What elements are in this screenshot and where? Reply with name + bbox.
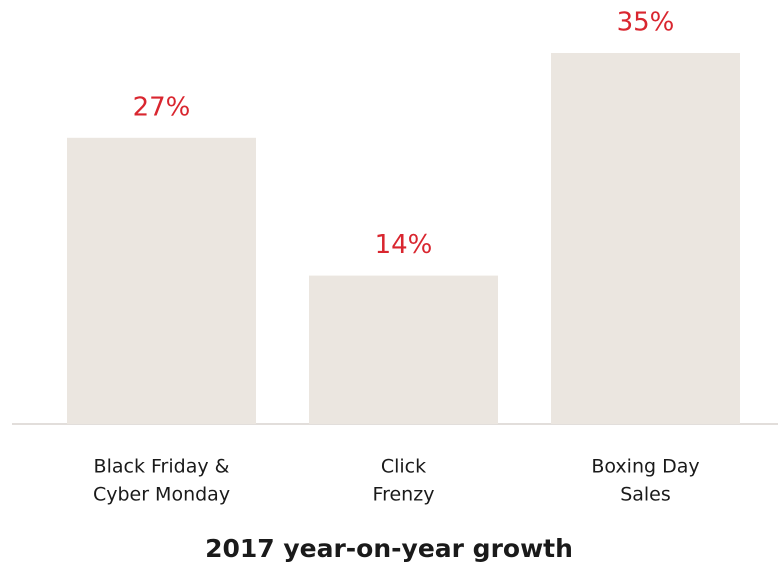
x-tick-label: Sales — [620, 484, 671, 506]
x-tick-label: Boxing Day — [591, 456, 699, 478]
x-tick-label: Click — [381, 456, 426, 478]
bar — [551, 53, 740, 424]
x-tick-label: Cyber Monday — [93, 484, 230, 506]
bar — [67, 137, 256, 425]
bar — [309, 275, 498, 424]
value-label: 35% — [617, 8, 675, 38]
chart-title: 2017 year-on-year growth — [205, 534, 573, 563]
x-tick-label: Black Friday & — [94, 456, 230, 478]
value-label: 14% — [375, 230, 433, 260]
x-tick-label: Frenzy — [373, 484, 435, 506]
value-label: 27% — [133, 92, 191, 122]
